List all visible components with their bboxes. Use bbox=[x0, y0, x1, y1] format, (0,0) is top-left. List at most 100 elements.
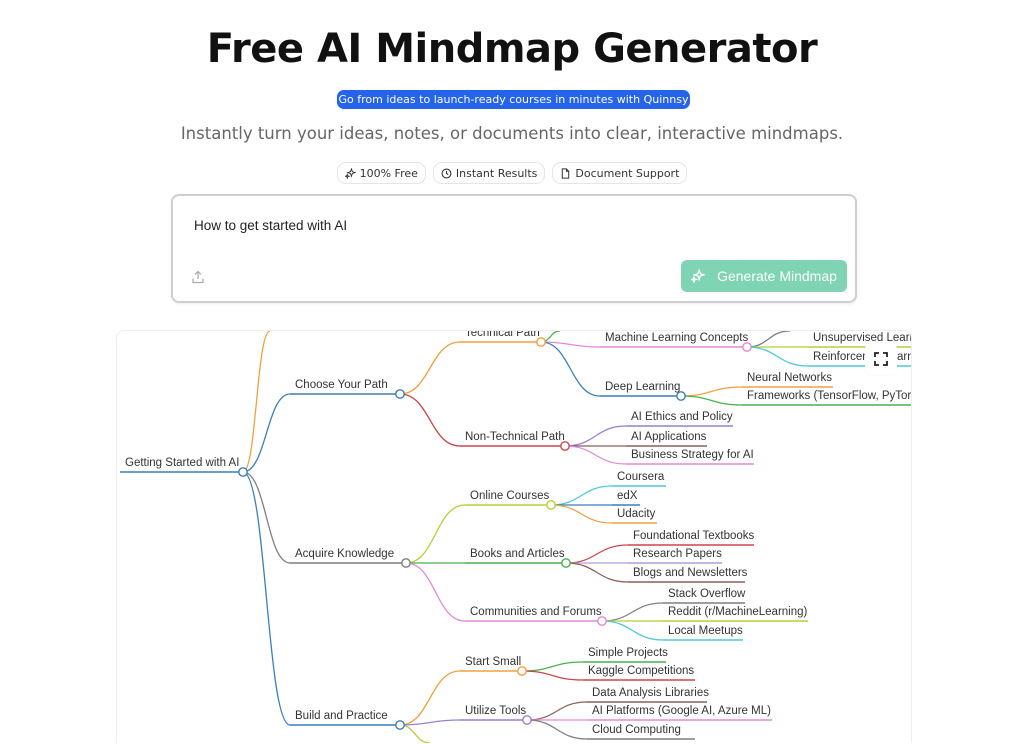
badge-free: 100% Free bbox=[336, 162, 426, 184]
branch-edge bbox=[405, 562, 466, 622]
mindmap-node[interactable]: Business Strategy for AI bbox=[631, 449, 754, 461]
mindmap-node[interactable]: Communities and Forums bbox=[470, 606, 602, 618]
mindmap-node[interactable]: Local Meetups bbox=[668, 625, 743, 637]
sparkles-icon bbox=[691, 269, 706, 283]
branch-edge bbox=[565, 544, 629, 564]
branch-edge bbox=[540, 341, 601, 397]
branch-edge bbox=[746, 346, 809, 367]
node-toggle[interactable] bbox=[560, 441, 570, 451]
branch-edge bbox=[526, 701, 588, 721]
branch-edge bbox=[399, 341, 461, 395]
branch-edge bbox=[521, 661, 584, 672]
mindmap-node[interactable]: Cloud Computing bbox=[592, 724, 681, 736]
upload-icon[interactable] bbox=[191, 270, 205, 284]
branch-edge bbox=[680, 395, 743, 406]
branch-edge bbox=[526, 719, 588, 740]
badge-label: 100% Free bbox=[359, 166, 418, 180]
node-toggle[interactable] bbox=[676, 391, 686, 401]
mindmap-node[interactable]: AI Ethics and Policy bbox=[631, 411, 733, 423]
branch-edge bbox=[405, 504, 466, 564]
mindmap-node[interactable]: Deep Learning bbox=[605, 381, 681, 393]
mindmap-node[interactable]: Reinforcem bbox=[813, 351, 872, 363]
branch-edge bbox=[521, 670, 584, 681]
branch-edge bbox=[564, 425, 627, 447]
mindmap-node[interactable]: Books and Articles bbox=[470, 548, 565, 560]
branch-edge bbox=[565, 562, 629, 583]
badge-instant: Instant Results bbox=[432, 162, 546, 184]
generate-label: Generate Mindmap bbox=[717, 268, 837, 284]
node-toggle[interactable] bbox=[522, 715, 532, 725]
prompt-box: Generate Mindmap bbox=[171, 194, 857, 303]
node-toggle[interactable] bbox=[536, 337, 546, 347]
node-toggle[interactable] bbox=[561, 558, 571, 568]
fullscreen-icon bbox=[874, 352, 888, 366]
mindmap-node[interactable]: Unsupervised Learni bbox=[813, 332, 912, 344]
mindmap-node[interactable]: Simple Projects bbox=[588, 647, 668, 659]
branch-edge bbox=[680, 386, 743, 397]
page-title: Free AI Mindmap Generator bbox=[206, 26, 818, 72]
branch-edge bbox=[601, 602, 664, 622]
mindmap-node[interactable]: Frameworks (TensorFlow, PyTorch bbox=[747, 390, 912, 402]
branch-edge bbox=[746, 331, 791, 348]
mindmap-node[interactable]: Technical Path bbox=[465, 330, 540, 339]
mindmap-node[interactable]: Utilize Tools bbox=[465, 705, 527, 717]
mindmap-node[interactable]: Udacity bbox=[617, 508, 656, 520]
node-toggle[interactable] bbox=[742, 342, 752, 352]
mindmap-node[interactable]: AI Applications bbox=[631, 431, 707, 443]
branch-edge bbox=[550, 485, 613, 506]
branch-edge bbox=[242, 471, 291, 564]
branch-edge bbox=[399, 670, 461, 726]
node-toggle[interactable] bbox=[546, 500, 556, 510]
mindmap-node[interactable]: AI Platforms (Google AI, Azure ML) bbox=[592, 705, 771, 717]
mindmap-svg bbox=[120, 331, 911, 743]
mindmap-node[interactable]: edX bbox=[617, 490, 638, 502]
branch-edge bbox=[399, 724, 431, 743]
node-toggle[interactable] bbox=[395, 389, 405, 399]
promo-link[interactable]: Go from ideas to launch-ready courses in… bbox=[337, 90, 690, 125]
node-toggle[interactable] bbox=[395, 720, 405, 730]
node-toggle[interactable] bbox=[238, 467, 248, 477]
mindmap-node[interactable]: Data Analysis Libraries bbox=[592, 687, 709, 699]
branch-edge bbox=[550, 504, 613, 524]
branch-edge bbox=[242, 471, 291, 726]
branch-edge bbox=[540, 341, 601, 348]
branch-edge bbox=[601, 620, 664, 641]
badge-document: Document Support bbox=[552, 162, 688, 184]
mindmap-node[interactable]: Acquire Knowledge bbox=[295, 548, 395, 560]
mindmap-node[interactable]: Non-Technical Path bbox=[465, 431, 565, 443]
mindmap-node[interactable]: Coursera bbox=[617, 471, 665, 483]
branch-edge bbox=[242, 331, 271, 473]
mindmap-node[interactable]: Stack Overflow bbox=[668, 588, 746, 600]
mindmap-node[interactable]: Blogs and Newsletters bbox=[633, 567, 748, 579]
mindmap-node[interactable]: Build and Practice bbox=[295, 710, 388, 722]
branch-edge bbox=[399, 393, 461, 447]
mindmap-node[interactable]: Getting Started with AI bbox=[125, 457, 240, 469]
branch-edge bbox=[564, 445, 627, 465]
badge-label: Document Support bbox=[575, 166, 680, 180]
feature-badges: 100% Free Instant Results Document Suppo… bbox=[0, 162, 1024, 184]
mindmap-node[interactable]: Neural Networks bbox=[747, 372, 832, 384]
page-subtitle: Instantly turn your ideas, notes, or doc… bbox=[180, 124, 844, 143]
mindmap-node[interactable]: Online Courses bbox=[470, 490, 550, 502]
prompt-input[interactable] bbox=[194, 218, 794, 248]
sparkles-icon bbox=[344, 167, 356, 179]
mindmap-node[interactable]: Choose Your Path bbox=[295, 379, 388, 391]
node-toggle[interactable] bbox=[401, 558, 411, 568]
mindmap-node[interactable]: Start Small bbox=[465, 656, 522, 668]
fullscreen-button[interactable] bbox=[865, 343, 897, 375]
mindmap-node[interactable]: Machine Learning Concepts bbox=[605, 332, 749, 344]
mindmap-node[interactable]: Reddit (r/MachineLearning) bbox=[668, 606, 808, 618]
generate-mindmap-button[interactable]: Generate Mindmap bbox=[681, 260, 847, 292]
clock-icon bbox=[441, 168, 452, 178]
branch-edge bbox=[399, 719, 461, 726]
mindmap-node[interactable]: Kaggle Competitions bbox=[588, 665, 695, 677]
node-toggle[interactable] bbox=[517, 666, 527, 676]
mindmap-node[interactable]: Foundational Textbooks bbox=[633, 530, 755, 542]
branch-edge bbox=[242, 393, 291, 473]
node-toggle[interactable] bbox=[597, 616, 607, 626]
mindmap-node[interactable]: Research Papers bbox=[633, 548, 722, 560]
mindmap-canvas[interactable]: Getting Started with AI Choose Your Path T… bbox=[116, 330, 912, 743]
mindmap-node-fragment: arn bbox=[897, 351, 912, 363]
document-icon bbox=[562, 167, 570, 179]
